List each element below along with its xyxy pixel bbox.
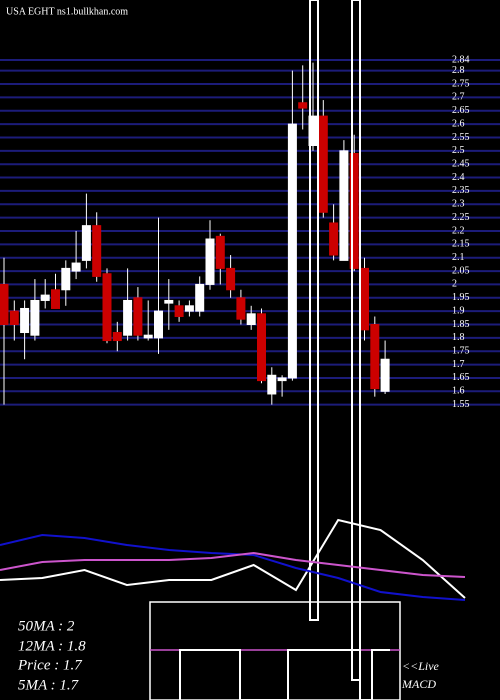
y-tick-label: 2.7 [452, 92, 465, 103]
candle-body [195, 283, 205, 312]
y-tick-label: 1.6 [452, 386, 465, 397]
y-tick-label: 2.1 [452, 252, 465, 263]
y-tick-label: 1.85 [452, 319, 470, 330]
candle-body [329, 222, 339, 256]
macd-label: MACD [401, 677, 436, 691]
ma-line [0, 551, 466, 578]
candle-body [298, 102, 308, 109]
marker-band [351, 0, 361, 681]
legend-text: Price : 1.7 [17, 657, 83, 673]
y-tick-label: 1.75 [452, 346, 470, 357]
candle-body [184, 305, 194, 312]
candle-body [380, 358, 390, 392]
y-tick-label: 2.2 [452, 225, 465, 236]
ma-line [0, 533, 466, 601]
marker-band [309, 0, 319, 621]
y-tick-label: 2.05 [452, 265, 470, 276]
candle-body [133, 297, 143, 336]
candle-body [226, 267, 236, 291]
candle-body [61, 267, 71, 291]
candle-body [370, 324, 380, 390]
chart-title: USA EGHT ns1.bullkhan.com [6, 6, 128, 17]
candles [0, 62, 390, 405]
macd-line [179, 649, 390, 700]
candle-body [30, 299, 40, 336]
candle-body [236, 297, 246, 320]
candle-body [9, 310, 19, 326]
candle-body [164, 299, 174, 304]
candle-body [143, 334, 153, 339]
y-tick-label: 2.35 [452, 185, 470, 196]
candle-body [349, 153, 359, 269]
legend-text: 50MA : 2 [18, 618, 75, 634]
candle-body [205, 238, 215, 285]
y-tick-label: 2.5 [452, 145, 465, 156]
ma-line [0, 518, 466, 599]
macd-frame [149, 601, 401, 700]
candle-body [81, 225, 91, 261]
y-tick-label: 2 [452, 279, 457, 290]
y-tick-label: 1.65 [452, 372, 470, 383]
candle-body [360, 267, 369, 331]
candle-body [215, 235, 225, 269]
legend-text: 5MA : 1.7 [18, 677, 80, 693]
y-tick-label: 2.8 [452, 65, 465, 76]
candle-body [20, 307, 30, 334]
y-tick-label: 2.65 [452, 105, 470, 116]
candle-body [339, 150, 349, 261]
y-tick-label: 2.55 [452, 132, 470, 143]
y-tick-label: 2.6 [452, 118, 465, 129]
macd-panel [149, 601, 401, 700]
candle-body [0, 283, 9, 326]
y-tick-label: 2.45 [452, 158, 470, 169]
y-tick-label: 1.95 [452, 292, 470, 303]
legend-text: 12MA : 1.8 [18, 638, 86, 654]
live-label: <<Live [402, 659, 440, 673]
candle-body [246, 313, 256, 326]
candle-body [102, 273, 112, 342]
y-tick-label: 2.84 [452, 54, 470, 65]
candle-body [123, 299, 133, 336]
candle-body [267, 374, 277, 395]
candle-body [174, 305, 184, 317]
y-tick-label: 1.9 [452, 305, 465, 316]
y-tick-label: 1.8 [452, 332, 465, 343]
candle-body [154, 310, 163, 339]
y-tick-label: 2.15 [452, 239, 470, 250]
y-tick-label: 2.75 [452, 78, 470, 89]
candle-body [287, 123, 297, 379]
y-tick-label: 1.7 [452, 359, 465, 370]
y-tick-label: 2.3 [452, 199, 465, 210]
y-tick-label: 2.25 [452, 212, 470, 223]
candle-body [318, 115, 328, 213]
candle-body [112, 332, 122, 342]
candle-body [40, 294, 50, 301]
y-tick-label: 1.55 [452, 399, 470, 410]
y-tick-label: 2.4 [452, 172, 465, 183]
ma-panel [0, 518, 466, 601]
candle-body [257, 313, 266, 382]
candle-body [51, 289, 60, 309]
candle-body [92, 225, 102, 277]
candle-body [277, 377, 287, 382]
candle-body [71, 262, 81, 272]
